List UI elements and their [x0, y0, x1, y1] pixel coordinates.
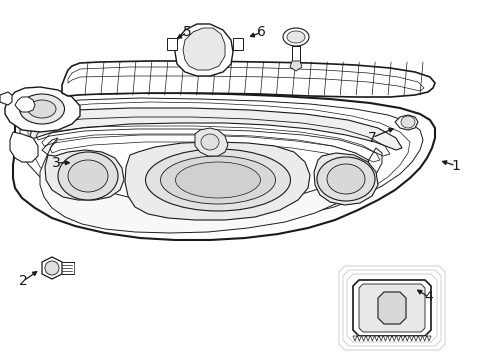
- Ellipse shape: [283, 28, 309, 46]
- Ellipse shape: [175, 162, 261, 198]
- Polygon shape: [375, 336, 379, 341]
- Ellipse shape: [146, 149, 291, 211]
- Ellipse shape: [28, 100, 56, 118]
- Polygon shape: [423, 336, 427, 341]
- Polygon shape: [357, 336, 361, 341]
- Polygon shape: [233, 38, 243, 50]
- Polygon shape: [414, 336, 418, 341]
- Polygon shape: [125, 142, 310, 220]
- Polygon shape: [15, 97, 35, 112]
- Polygon shape: [388, 336, 392, 341]
- Text: 2: 2: [19, 274, 28, 288]
- Polygon shape: [10, 132, 38, 162]
- Polygon shape: [314, 153, 378, 205]
- Polygon shape: [405, 336, 409, 341]
- Text: 1: 1: [451, 159, 460, 172]
- Polygon shape: [353, 336, 357, 341]
- Polygon shape: [359, 284, 425, 332]
- Polygon shape: [366, 336, 370, 341]
- Polygon shape: [384, 336, 388, 341]
- Polygon shape: [175, 24, 233, 76]
- Polygon shape: [378, 292, 406, 324]
- Text: 4: 4: [424, 290, 433, 304]
- Text: 6: 6: [257, 26, 266, 39]
- Polygon shape: [379, 336, 383, 341]
- Polygon shape: [362, 336, 366, 341]
- Ellipse shape: [201, 134, 219, 150]
- Polygon shape: [30, 108, 402, 150]
- Polygon shape: [353, 280, 431, 336]
- Polygon shape: [40, 138, 382, 233]
- Ellipse shape: [401, 116, 415, 128]
- Ellipse shape: [58, 152, 118, 200]
- Polygon shape: [290, 61, 302, 71]
- Ellipse shape: [20, 94, 65, 124]
- Polygon shape: [183, 28, 225, 70]
- Ellipse shape: [287, 31, 305, 43]
- Polygon shape: [427, 336, 431, 341]
- Polygon shape: [401, 336, 405, 341]
- Polygon shape: [396, 336, 400, 341]
- Polygon shape: [392, 336, 396, 341]
- Polygon shape: [45, 150, 124, 200]
- Ellipse shape: [161, 156, 275, 204]
- Ellipse shape: [45, 261, 59, 275]
- Text: 3: 3: [52, 156, 61, 170]
- Polygon shape: [292, 46, 300, 61]
- Polygon shape: [62, 61, 435, 97]
- Polygon shape: [195, 128, 228, 156]
- Polygon shape: [410, 336, 414, 341]
- Ellipse shape: [68, 160, 108, 192]
- Polygon shape: [13, 93, 435, 240]
- Polygon shape: [5, 87, 80, 132]
- Polygon shape: [418, 336, 422, 341]
- Polygon shape: [42, 257, 62, 279]
- Polygon shape: [0, 92, 12, 105]
- Text: 7: 7: [368, 131, 377, 144]
- Polygon shape: [167, 38, 177, 50]
- Text: 5: 5: [183, 26, 192, 39]
- Polygon shape: [395, 115, 418, 130]
- Ellipse shape: [327, 164, 365, 194]
- Polygon shape: [370, 336, 374, 341]
- Ellipse shape: [317, 157, 375, 201]
